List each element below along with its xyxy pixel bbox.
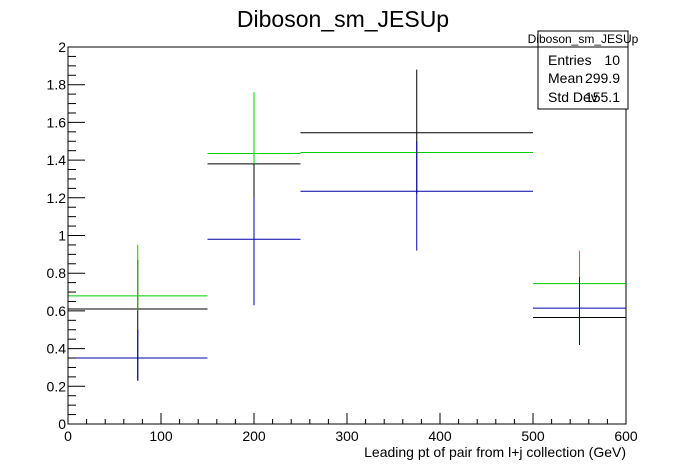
- x-tick-label: 100: [149, 428, 173, 444]
- y-tick-label: 0.8: [47, 265, 67, 281]
- chart-title: Diboson_sm_JESUp: [237, 6, 449, 32]
- y-tick-label: 0.4: [47, 341, 67, 357]
- y-tick-label: 2: [58, 39, 66, 55]
- x-tick-label: 400: [428, 428, 452, 444]
- stats-stddev-value: 155.1: [585, 89, 620, 105]
- x-axis-label: Leading pt of pair from l+j collection (…: [364, 444, 626, 460]
- y-tick-label: 1: [58, 228, 66, 244]
- y-tick-label: 1.6: [47, 114, 67, 130]
- x-tick-label: 0: [64, 428, 72, 444]
- x-tick-label: 600: [614, 428, 638, 444]
- stats-box-title: Diboson_sm_JESUp: [528, 32, 639, 46]
- series-1: [68, 92, 626, 311]
- y-tick-label: 0: [58, 416, 66, 432]
- x-tick-label: 500: [521, 428, 545, 444]
- x-tick-label: 300: [335, 428, 359, 444]
- stats-stddev-label: Std Dev: [548, 89, 598, 105]
- stats-mean-value: 299.9: [585, 70, 620, 86]
- y-tick-label: 1.8: [47, 77, 67, 93]
- y-tick-label: 1.2: [47, 190, 67, 206]
- y-tick-label: 1.4: [47, 152, 67, 168]
- axis-layer: 0 100 200 300 400 500 600 0 0.2 0.4 0.6 0.8 1 1.2 1.4 1…: [47, 39, 638, 444]
- series-2: [68, 141, 626, 381]
- x-tick-label: 200: [242, 428, 266, 444]
- stats-mean-label: Mean: [548, 70, 583, 86]
- stats-box-frame: [537, 30, 629, 110]
- stats-entries-value: 10: [604, 52, 620, 68]
- y-tick-label: 0.2: [47, 378, 67, 394]
- y-tick-label: 0.6: [47, 303, 67, 319]
- stats-entries-label: Entries: [548, 52, 592, 68]
- series-layer: [68, 69, 626, 381]
- stats-box: Diboson_sm_JESUp Entries 10 Mean 299.9 S…: [528, 30, 639, 110]
